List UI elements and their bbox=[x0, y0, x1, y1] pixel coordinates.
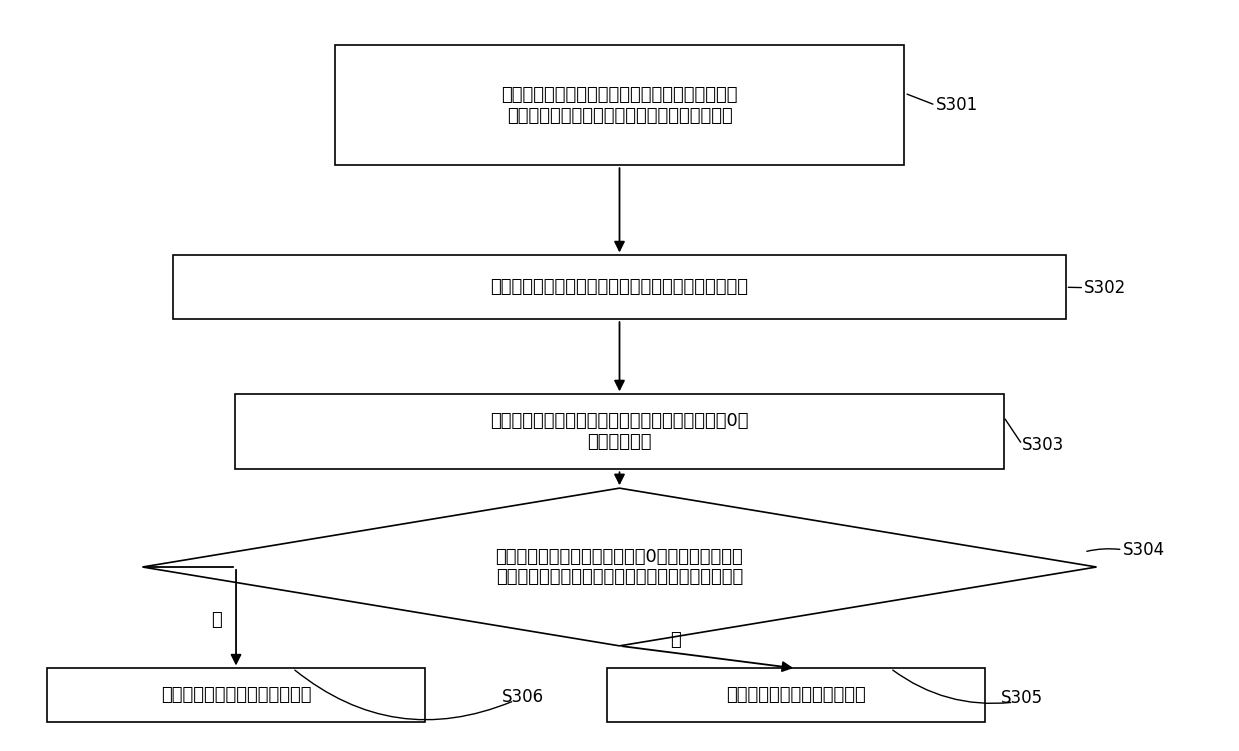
FancyBboxPatch shape bbox=[173, 255, 1066, 319]
Text: S302: S302 bbox=[1084, 279, 1126, 297]
Text: 是: 是 bbox=[670, 631, 680, 649]
Text: S306: S306 bbox=[502, 688, 544, 706]
FancyBboxPatch shape bbox=[335, 45, 904, 165]
Text: 否: 否 bbox=[212, 611, 222, 629]
FancyBboxPatch shape bbox=[235, 394, 1004, 469]
Text: 通过摄像头按照预设角度和高度依次拍摄屏幕的四
个边缘区域，屏幕处于点亮保持灰色界面的状态: 通过摄像头按照预设角度和高度依次拍摄屏幕的四 个边缘区域，屏幕处于点亮保持灰色界… bbox=[502, 86, 737, 125]
Text: 判断结果为否的边缘区域不漏光: 判断结果为否的边缘区域不漏光 bbox=[161, 686, 311, 704]
Polygon shape bbox=[142, 488, 1097, 646]
FancyBboxPatch shape bbox=[47, 668, 425, 722]
Text: 统计进行二値化处理后每个边缘区域图像像素値为0的
像素格的个数: 统计进行二値化处理后每个边缘区域图像像素値为0的 像素格的个数 bbox=[491, 412, 748, 451]
Text: 判断每个边缘区域图像像素値为0的像素格的个数是
否大于等于预设个数，得到每个边缘区域的判断结果: 判断每个边缘区域图像像素値为0的像素格的个数是 否大于等于预设个数，得到每个边缘… bbox=[496, 547, 743, 587]
Text: S304: S304 bbox=[1123, 541, 1165, 559]
Text: S303: S303 bbox=[1022, 436, 1064, 454]
Text: 对拍摄得到的四个边缘区域的图像分别进行二値化处理: 对拍摄得到的四个边缘区域的图像分别进行二値化处理 bbox=[491, 279, 748, 296]
Text: S305: S305 bbox=[1001, 689, 1043, 707]
Text: 判断结果为是的边缘区域漏光: 判断结果为是的边缘区域漏光 bbox=[726, 686, 866, 704]
FancyBboxPatch shape bbox=[607, 668, 985, 722]
Text: S301: S301 bbox=[935, 96, 978, 114]
